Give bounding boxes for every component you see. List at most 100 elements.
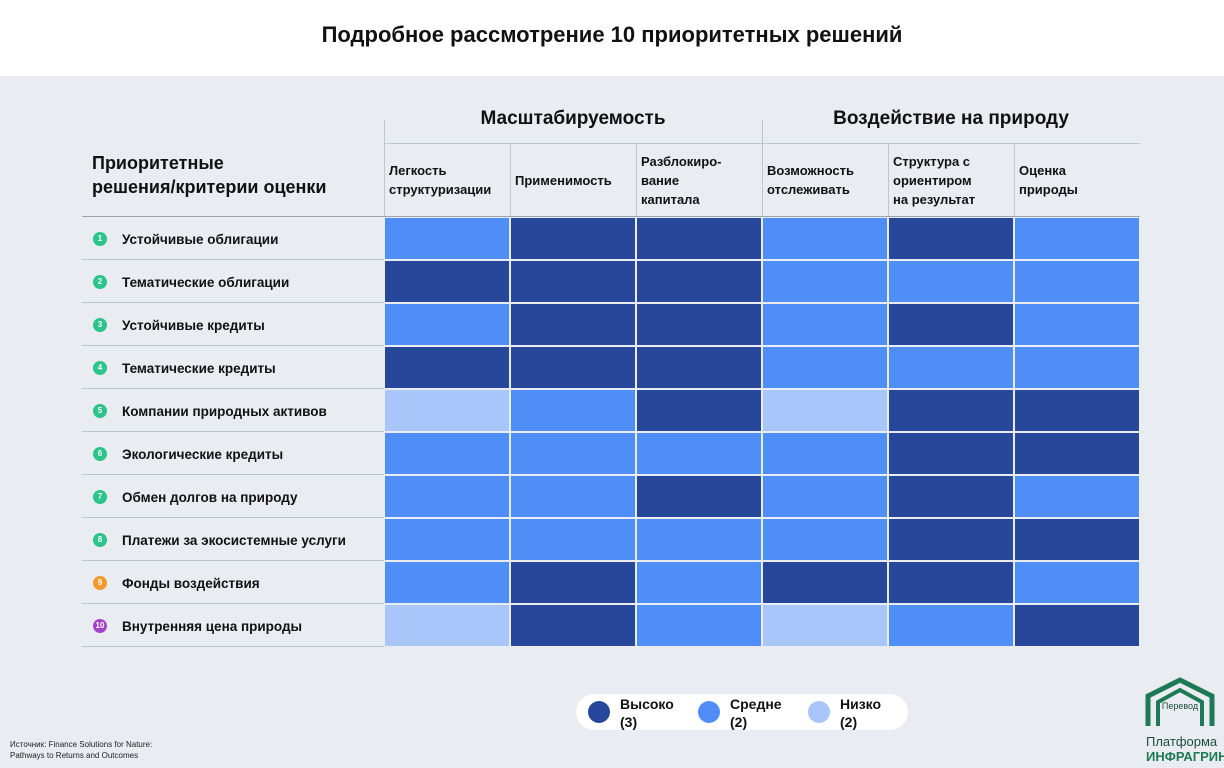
rating-cell xyxy=(1015,562,1139,603)
rating-cell xyxy=(637,261,761,302)
rating-cell xyxy=(763,304,887,345)
column-header: Возможность отслеживать xyxy=(767,163,854,197)
legend-swatch xyxy=(808,701,830,723)
title: Подробное рассмотрение 10 приоритетных р… xyxy=(321,22,903,47)
rating-cell xyxy=(385,347,509,388)
column-header: Оценка природы xyxy=(1019,163,1078,197)
rating-cell xyxy=(763,390,887,431)
rating-cell xyxy=(1015,261,1139,302)
rating-cell xyxy=(385,304,509,345)
rating-cell xyxy=(511,261,635,302)
row-label: Устойчивые облигации xyxy=(122,232,279,247)
rating-cell xyxy=(1015,519,1139,560)
row-label: Тематические кредиты xyxy=(122,361,276,376)
rating-cell xyxy=(763,476,887,517)
row-label: Фонды воздействия xyxy=(122,576,260,591)
rating-cell xyxy=(1015,476,1139,517)
divider xyxy=(1014,144,1015,216)
rating-cell xyxy=(511,476,635,517)
legend-label: Низко (2) xyxy=(840,696,882,730)
rating-cell xyxy=(385,390,509,431)
row-label: Платежи за экосистемные услуги xyxy=(122,533,346,548)
rating-cell xyxy=(1015,304,1139,345)
row-divider xyxy=(82,302,384,303)
row-label: Компании природных активов xyxy=(122,404,327,419)
divider xyxy=(762,120,763,217)
rating-cell xyxy=(637,304,761,345)
row-divider xyxy=(82,259,384,260)
column-header: Структура с ориентиром на результат xyxy=(893,153,976,207)
logo-icon xyxy=(1145,677,1215,726)
legend-box xyxy=(576,694,908,730)
divider xyxy=(636,144,637,216)
rating-cell xyxy=(637,476,761,517)
row-number: 7 xyxy=(93,490,107,504)
row-divider xyxy=(82,474,384,475)
row-label: Устойчивые кредиты xyxy=(122,318,265,333)
group-header: Воздействие на природу xyxy=(833,108,1069,129)
rating-cell xyxy=(1015,390,1139,431)
group-header: Масштабируемость xyxy=(480,108,666,129)
row-number: 1 xyxy=(93,232,107,246)
rating-cell xyxy=(763,433,887,474)
row-number: 2 xyxy=(93,275,107,289)
rating-cell xyxy=(385,218,509,259)
logo-badge: Перевод xyxy=(1161,701,1199,711)
rating-cell xyxy=(889,433,1013,474)
rating-cell xyxy=(511,347,635,388)
rating-cell xyxy=(511,218,635,259)
divider xyxy=(384,143,1140,144)
legend-swatch xyxy=(698,701,720,723)
rating-cell xyxy=(385,433,509,474)
rating-cell xyxy=(637,562,761,603)
divider xyxy=(384,120,385,217)
rating-cell xyxy=(1015,433,1139,474)
rating-cell xyxy=(763,347,887,388)
rating-cell xyxy=(385,519,509,560)
row-divider xyxy=(82,646,384,647)
header-band xyxy=(0,0,1224,76)
rating-cell xyxy=(763,605,887,646)
logo-line: Платформа xyxy=(1146,734,1218,749)
column-header: Применимость xyxy=(515,172,612,188)
row-label: Тематические облигации xyxy=(122,275,290,290)
rating-cell xyxy=(385,605,509,646)
rating-cell xyxy=(637,605,761,646)
row-label: Обмен долгов на природу xyxy=(122,490,298,505)
rating-cell xyxy=(1015,347,1139,388)
rating-cell xyxy=(889,562,1013,603)
row-number: 9 xyxy=(93,576,107,590)
rating-cell xyxy=(637,347,761,388)
row-number: 6 xyxy=(93,447,107,461)
rating-cell xyxy=(511,304,635,345)
rating-cell xyxy=(511,562,635,603)
row-divider xyxy=(82,345,384,346)
row-divider xyxy=(82,517,384,518)
divider xyxy=(888,144,889,216)
rating-cell xyxy=(763,218,887,259)
rating-cell xyxy=(511,433,635,474)
rating-cell xyxy=(889,476,1013,517)
rating-cell xyxy=(385,261,509,302)
rating-cell xyxy=(511,519,635,560)
legend-label: Высоко (3) xyxy=(620,696,674,730)
divider xyxy=(510,144,511,216)
row-divider xyxy=(82,560,384,561)
rating-cell xyxy=(889,347,1013,388)
rating-cell xyxy=(889,218,1013,259)
row-number: 5 xyxy=(93,404,107,418)
rating-cell xyxy=(637,390,761,431)
row-number: 3 xyxy=(93,318,107,332)
rating-cell xyxy=(637,519,761,560)
divider xyxy=(82,216,1140,217)
row-number: 8 xyxy=(93,533,107,547)
logo-line: ИНФРАГРИН xyxy=(1146,749,1224,764)
row-number: 4 xyxy=(93,361,107,375)
column-header: Легкость структуризации xyxy=(389,163,492,197)
rating-cell xyxy=(385,476,509,517)
row-number: 10 xyxy=(93,619,107,633)
rating-cell xyxy=(511,390,635,431)
rating-cell xyxy=(889,390,1013,431)
rating-cell xyxy=(637,218,761,259)
